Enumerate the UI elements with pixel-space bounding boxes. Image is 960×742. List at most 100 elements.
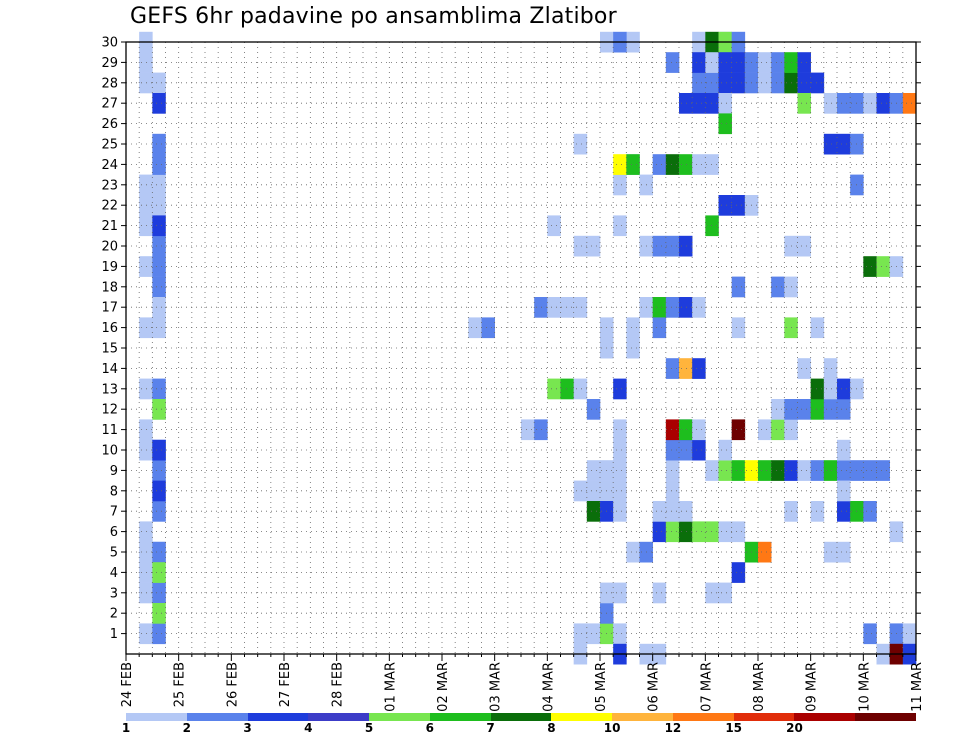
data-cell: [863, 256, 877, 277]
data-cell: [679, 521, 693, 543]
data-cell: [613, 623, 627, 645]
data-cell: [152, 256, 166, 277]
data-cell: [692, 72, 706, 94]
y-tick-label: 4: [110, 566, 118, 581]
x-tick-label: 11 MAR: [910, 662, 925, 712]
y-tick-label: 1: [110, 627, 118, 642]
data-cell: [797, 399, 811, 420]
data-cell: [613, 439, 627, 461]
y-tick-label: 9: [110, 464, 118, 479]
data-cell: [573, 235, 588, 257]
data-cell: [139, 419, 153, 441]
data-cell: [613, 215, 627, 237]
colorbar-swatch: [733, 713, 795, 721]
data-cell: [152, 460, 166, 481]
data-cell: [810, 501, 825, 522]
data-cell: [573, 378, 588, 400]
data-cell: [679, 439, 693, 461]
data-cell: [679, 501, 693, 522]
data-cell: [731, 317, 746, 339]
data-cell: [152, 399, 166, 420]
data-cell: [613, 582, 627, 604]
data-cell: [152, 480, 166, 502]
data-cell: [797, 93, 811, 114]
data-cell: [652, 235, 667, 257]
data-cell: [152, 72, 166, 94]
data-cell: [810, 72, 825, 94]
y-tick-label: 26: [101, 117, 118, 132]
data-cell: [547, 378, 561, 400]
x-tick-label: 24 FEB: [120, 662, 135, 707]
data-cell: [613, 419, 627, 441]
data-cell: [758, 541, 772, 563]
data-cell: [771, 460, 785, 481]
x-tick-label: 03 MAR: [489, 662, 504, 712]
data-cell: [152, 562, 166, 583]
y-tick-label: 15: [101, 342, 118, 357]
data-cell: [718, 195, 732, 216]
data-cell: [152, 195, 166, 216]
colorbar-label: 20: [786, 721, 803, 735]
data-cell: [139, 623, 153, 645]
data-cell: [679, 419, 693, 441]
data-cell: [586, 460, 601, 481]
data-cell: [837, 133, 851, 155]
data-cell: [692, 419, 706, 441]
data-cell: [573, 133, 588, 155]
data-cell: [771, 399, 785, 420]
data-cell: [810, 378, 825, 400]
data-cell: [758, 460, 772, 481]
data-cell: [152, 378, 166, 400]
data-cell: [665, 460, 680, 481]
data-cell: [731, 276, 746, 298]
data-cell: [810, 317, 825, 339]
y-tick-label: 27: [101, 97, 118, 112]
data-cell: [692, 521, 706, 543]
data-cell: [823, 358, 838, 379]
data-cell: [718, 521, 732, 543]
data-cell: [652, 154, 667, 175]
data-cell: [560, 297, 574, 318]
data-cell: [665, 297, 680, 318]
data-cell: [139, 215, 153, 237]
data-cell: [837, 480, 851, 502]
data-cell: [152, 235, 166, 257]
colorbar-label: 1: [121, 721, 131, 735]
y-tick-label: 6: [110, 525, 118, 540]
data-cell: [679, 297, 693, 318]
x-tick-label: 28 FEB: [331, 662, 346, 707]
data-cell: [731, 195, 746, 216]
data-cell: [573, 297, 588, 318]
data-cell: [139, 256, 153, 277]
data-cell: [613, 460, 627, 481]
data-cell: [665, 52, 680, 73]
colorbar-label: 5: [364, 721, 374, 735]
y-tick-label: 17: [101, 301, 118, 316]
data-cell: [758, 419, 772, 441]
data-cell: [139, 378, 153, 400]
data-cell: [679, 154, 693, 175]
data-cell: [718, 72, 732, 94]
x-tick-label: 04 MAR: [541, 662, 556, 712]
y-tick-label: 25: [101, 138, 118, 153]
data-cell: [139, 52, 153, 73]
colorbar-swatch: [551, 713, 613, 721]
chart-title: GEFS 6hr padavine po ansamblima Zlatibor: [130, 4, 617, 29]
data-cell: [863, 623, 877, 645]
colorbar-label: 10: [603, 721, 621, 735]
data-cell: [797, 72, 811, 94]
y-tick-label: 22: [101, 199, 118, 214]
data-cell: [521, 419, 535, 441]
data-cell: [613, 174, 627, 196]
x-tick-label: 07 MAR: [699, 662, 714, 712]
x-tick-label: 02 MAR: [436, 662, 451, 712]
data-cell: [626, 154, 640, 175]
data-cell: [139, 562, 153, 583]
data-cell: [705, 582, 719, 604]
data-cell: [731, 72, 746, 94]
data-cell: [718, 582, 732, 604]
data-cell: [758, 52, 772, 73]
data-cell: [652, 521, 667, 543]
data-cell: [613, 154, 627, 175]
data-cell: [837, 378, 851, 400]
